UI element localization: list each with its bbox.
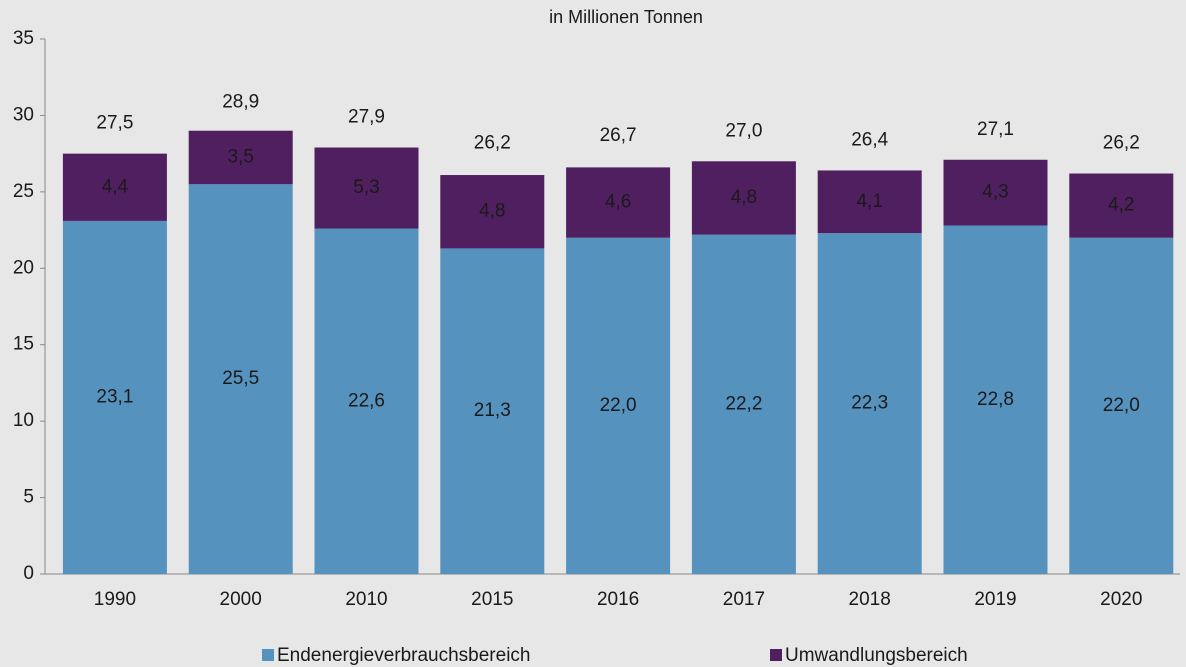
bar-segment xyxy=(1069,173,1174,238)
value-label: 4,6 xyxy=(605,192,631,213)
value-label: 5,3 xyxy=(353,177,379,198)
y-tick-label: 10 xyxy=(13,410,34,431)
bar-segment xyxy=(566,167,671,238)
value-label: 4,8 xyxy=(479,201,505,222)
x-tick-label: 2000 xyxy=(220,589,262,610)
total-label: 27,0 xyxy=(725,120,762,141)
bar-segment xyxy=(440,248,545,574)
total-label: 26,2 xyxy=(474,133,511,154)
total-label: 26,2 xyxy=(1103,133,1140,154)
chart-title: in Millionen Tonnen xyxy=(549,7,703,27)
bar-segment xyxy=(943,225,1048,574)
value-label: 25,5 xyxy=(222,368,259,389)
value-label: 4,2 xyxy=(1108,195,1134,216)
bar-segment xyxy=(1069,237,1174,574)
y-tick-label: 5 xyxy=(23,487,34,508)
y-tick-label: 20 xyxy=(13,257,34,278)
value-label: 22,0 xyxy=(1103,395,1140,416)
x-tick-label: 2020 xyxy=(1100,589,1142,610)
total-label: 27,5 xyxy=(96,113,133,134)
bar-segment xyxy=(817,170,922,234)
total-label: 27,1 xyxy=(977,119,1014,140)
y-tick-label: 15 xyxy=(13,334,34,355)
bar-segment xyxy=(62,220,167,574)
bar-segment xyxy=(691,161,796,235)
x-tick-label: 2018 xyxy=(849,589,891,610)
total-label: 28,9 xyxy=(222,91,259,112)
value-label: 23,1 xyxy=(96,386,133,407)
bar-segment xyxy=(691,234,796,574)
legend-label: Umwandlungsbereich xyxy=(785,645,968,666)
value-label: 22,0 xyxy=(600,395,637,416)
y-tick-label: 30 xyxy=(13,104,34,125)
y-tick-label: 25 xyxy=(13,181,34,202)
x-tick-label: 1990 xyxy=(94,589,136,610)
total-label: 26,4 xyxy=(851,129,888,150)
bar-segment xyxy=(188,184,293,574)
value-label: 21,3 xyxy=(474,400,511,421)
value-label: 4,3 xyxy=(982,182,1008,203)
value-label: 22,2 xyxy=(725,393,762,414)
bar-segment xyxy=(314,228,419,575)
bar-segment xyxy=(440,175,545,249)
bar-segment xyxy=(188,130,293,185)
bar-segment xyxy=(817,233,922,574)
value-label: 22,8 xyxy=(977,389,1014,410)
legend-swatch xyxy=(262,649,274,661)
value-label: 4,4 xyxy=(102,176,129,197)
legend-label: Endenergieverbrauchsbereich xyxy=(277,645,531,666)
value-label: 3,5 xyxy=(227,146,253,167)
value-label: 22,6 xyxy=(348,390,385,411)
total-label: 26,7 xyxy=(600,125,637,146)
x-tick-label: 2019 xyxy=(974,589,1016,610)
y-tick-label: 0 xyxy=(23,563,34,584)
value-label: 22,3 xyxy=(851,393,888,414)
bar-segment xyxy=(943,159,1048,226)
legend-swatch xyxy=(770,649,782,661)
x-tick-label: 2015 xyxy=(471,589,513,610)
bar-segment xyxy=(566,237,671,574)
y-tick-label: 35 xyxy=(13,28,34,49)
value-label: 4,1 xyxy=(856,191,882,212)
total-label: 27,9 xyxy=(348,107,385,128)
x-tick-label: 2016 xyxy=(597,589,639,610)
x-tick-label: 2010 xyxy=(345,589,387,610)
x-tick-label: 2017 xyxy=(723,589,765,610)
bar-segment xyxy=(314,147,419,229)
value-label: 4,8 xyxy=(731,187,757,208)
bar-segment xyxy=(62,153,167,221)
